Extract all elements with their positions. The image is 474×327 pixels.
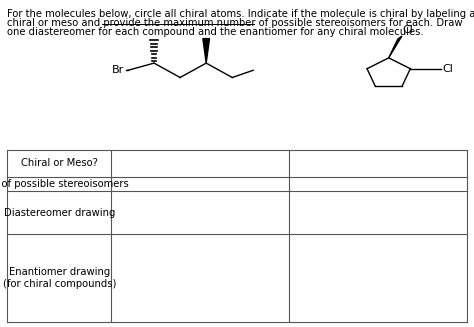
Text: For the molecules below, circle all chiral atoms. Indicate if the molecule is ch: For the molecules below, circle all chir… [7,9,474,19]
Text: Diastereomer drawing: Diastereomer drawing [4,208,115,217]
Text: Chiral or Meso?: Chiral or Meso? [21,159,98,168]
Polygon shape [203,39,210,63]
Text: chiral or meso and provide the maximum number of possible stereoisomers for each: chiral or meso and provide the maximum n… [7,18,463,28]
Text: # of possible stereoisomers: # of possible stereoisomers [0,179,128,189]
Text: Cl: Cl [402,25,413,35]
Text: Br: Br [112,65,124,75]
Polygon shape [389,36,402,58]
Text: Enantiomer drawing
(for chiral compounds): Enantiomer drawing (for chiral compounds… [2,267,116,289]
Text: Cl: Cl [443,64,454,74]
Text: one diastereomer for each compound and the enantiomer for any chiral molecules.: one diastereomer for each compound and t… [7,27,424,37]
